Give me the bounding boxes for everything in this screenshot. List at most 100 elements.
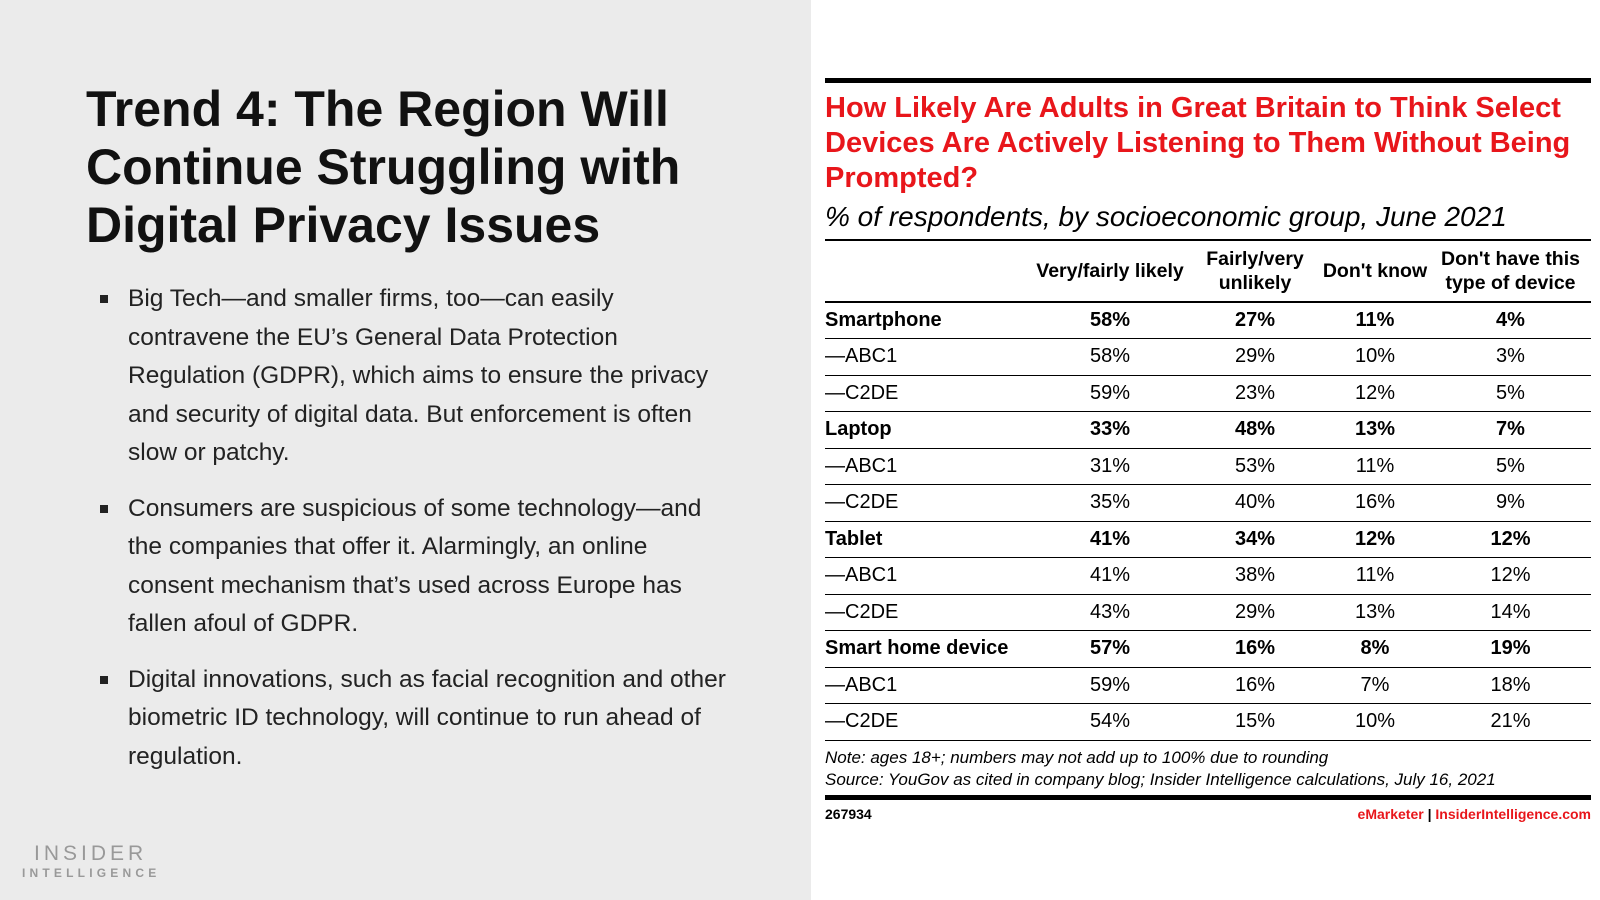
slide-title: Trend 4: The Region Will Continue Strugg… [86, 81, 681, 253]
cell-value: 11% [1320, 302, 1430, 339]
cell-value: 8% [1320, 630, 1430, 668]
bullet-item: Digital innovations, such as facial reco… [100, 661, 730, 777]
cell-value: 11% [1320, 557, 1430, 595]
table-row: Smart home device 57% 16% 8% 19% [825, 630, 1591, 668]
bullet-item: Big Tech—and smaller firms, too—can easi… [100, 280, 730, 473]
cell-value: 10% [1320, 338, 1430, 376]
cell-value: 23% [1190, 375, 1320, 412]
logo-line2: INTELLIGENCE [22, 866, 161, 880]
logo-line1: INSIDER [34, 842, 148, 865]
cell-value: 21% [1430, 703, 1591, 741]
column-header [825, 240, 1030, 303]
cell-value: 31% [1030, 448, 1190, 485]
insider-intelligence-logo: INSIDER INTELLIGENCE [22, 842, 160, 880]
cell-value: 12% [1430, 521, 1591, 558]
cell-value: 12% [1320, 521, 1430, 558]
cell-value: 19% [1430, 630, 1591, 668]
bullet-text: Digital innovations, such as facial reco… [128, 665, 726, 770]
cell-value: 13% [1320, 411, 1430, 449]
cell-value: 29% [1190, 594, 1320, 631]
source: Source: YouGov as cited in company blog;… [825, 769, 1496, 789]
table-row: —ABC1 41% 38% 11% 12% [825, 557, 1591, 595]
cell-value: 7% [1430, 411, 1591, 449]
chart-subtitle: % of respondents, by socioeconomic group… [825, 201, 1507, 232]
cell-value: 14% [1430, 594, 1591, 631]
cell-value: 38% [1190, 557, 1320, 595]
table-row: —ABC1 59% 16% 7% 18% [825, 667, 1591, 704]
cell-value: 16% [1190, 667, 1320, 704]
row-label: —ABC1 [825, 448, 1030, 485]
table-row: —ABC1 58% 29% 10% 3% [825, 338, 1591, 376]
column-header: Don't know [1320, 240, 1430, 303]
cell-value: 16% [1320, 484, 1430, 522]
cell-value: 41% [1030, 521, 1190, 558]
cell-value: 59% [1030, 375, 1190, 412]
table-row: Tablet 41% 34% 12% 12% [825, 521, 1591, 558]
cell-value: 35% [1030, 484, 1190, 522]
row-label: Smartphone [825, 302, 1030, 339]
data-table: Very/fairly likely Fairly/very unlikely Do… [825, 239, 1591, 741]
chart-panel: How Likely Are Adults in Great Britain t… [825, 78, 1591, 822]
cell-value: 57% [1030, 630, 1190, 668]
cell-value: 34% [1190, 521, 1320, 558]
row-label: Tablet [825, 521, 1030, 558]
row-label: —C2DE [825, 484, 1030, 522]
row-label: —C2DE [825, 703, 1030, 741]
row-label: —C2DE [825, 375, 1030, 412]
cell-value: 9% [1430, 484, 1591, 522]
cell-value: 53% [1190, 448, 1320, 485]
row-label: Smart home device [825, 630, 1030, 668]
cell-value: 29% [1190, 338, 1320, 376]
cell-value: 58% [1030, 302, 1190, 339]
cell-value: 54% [1030, 703, 1190, 741]
cell-value: 12% [1430, 557, 1591, 595]
left-panel: Trend 4: The Region Will Continue Strugg… [0, 0, 811, 900]
note: Note: ages 18+; numbers may not add up t… [825, 747, 1329, 767]
cell-value: 7% [1320, 667, 1430, 704]
cell-value: 18% [1430, 667, 1591, 704]
cell-value: 13% [1320, 594, 1430, 631]
cell-value: 11% [1320, 448, 1430, 485]
bullet-icon [100, 675, 108, 684]
column-header: Don't have this type of device [1430, 240, 1591, 303]
footer: 267934 eMarketer | InsiderIntelligence.c… [825, 806, 1591, 822]
cell-value: 40% [1190, 484, 1320, 522]
cell-value: 12% [1320, 375, 1430, 412]
site-link[interactable]: InsiderIntelligence.com [1435, 805, 1591, 822]
cell-value: 33% [1030, 411, 1190, 449]
chart-title: How Likely Are Adults in Great Britain t… [825, 92, 1571, 194]
cell-value: 43% [1030, 594, 1190, 631]
cell-value: 5% [1430, 375, 1591, 412]
cell-value: 16% [1190, 630, 1320, 668]
row-label: —C2DE [825, 594, 1030, 631]
row-label: —ABC1 [825, 338, 1030, 376]
cell-value: 3% [1430, 338, 1591, 376]
cell-value: 58% [1030, 338, 1190, 376]
table-row: Smartphone 58% 27% 11% 4% [825, 302, 1591, 339]
cell-value: 10% [1320, 703, 1430, 741]
cell-value: 15% [1190, 703, 1320, 741]
bottom-rule [825, 794, 1591, 800]
cell-value: 5% [1430, 448, 1591, 485]
bullet-icon [100, 295, 108, 303]
cell-value: 48% [1190, 411, 1320, 449]
table-row: Laptop 33% 48% 13% 7% [825, 411, 1591, 449]
top-rule [825, 78, 1591, 83]
cell-value: 4% [1430, 302, 1591, 339]
bullet-text: Big Tech—and smaller firms, too—can easi… [128, 285, 709, 466]
table-row: —ABC1 31% 53% 11% 5% [825, 448, 1591, 485]
table-row: —C2DE 59% 23% 12% 5% [825, 375, 1591, 412]
bullet-list: Big Tech—and smaller firms, too—can easi… [100, 280, 730, 793]
column-header: Very/fairly likely [1030, 240, 1190, 303]
row-label: —ABC1 [825, 557, 1030, 595]
cell-value: 27% [1190, 302, 1320, 339]
table-row: —C2DE 43% 29% 13% 14% [825, 594, 1591, 631]
table-row: —C2DE 54% 15% 10% 21% [825, 703, 1591, 741]
row-label: Laptop [825, 411, 1030, 449]
table-row: —C2DE 35% 40% 16% 9% [825, 484, 1591, 522]
cell-value: 41% [1030, 557, 1190, 595]
column-header: Fairly/very unlikely [1190, 240, 1320, 303]
bullet-text: Consumers are suspicious of some technol… [128, 494, 702, 638]
cell-value: 59% [1030, 667, 1190, 704]
row-label: —ABC1 [825, 667, 1030, 704]
